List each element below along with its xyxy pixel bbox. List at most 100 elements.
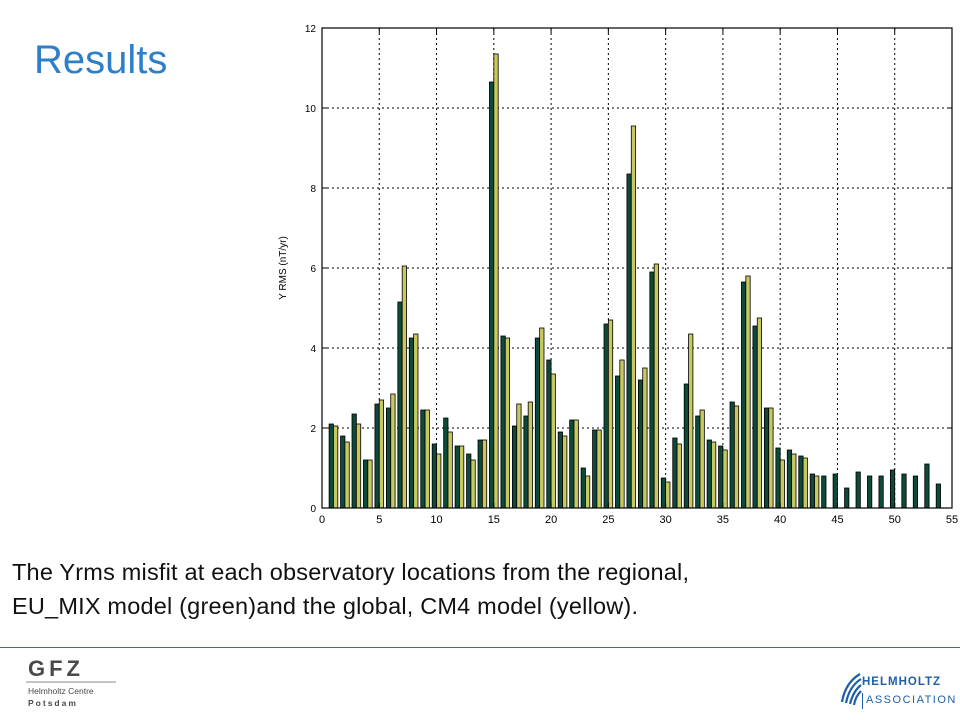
chart-bar [550,373,556,509]
chart-bar [489,81,495,509]
chart-bar [607,319,614,509]
gfz-logo-text: GFZ [28,656,84,681]
chart-bar [523,415,529,509]
chart-bar [585,475,591,509]
chart-bar [619,359,625,509]
chart-bar [676,443,682,509]
y-tick-label: 2 [310,424,316,435]
slide-title: Results [34,38,168,82]
chart-bar [443,417,449,509]
chart-bar [756,317,763,509]
x-tick-label: 0 [319,514,325,526]
x-tick-label: 20 [545,514,557,526]
chart-bar [385,407,392,509]
chart-bar [630,125,637,509]
helmholtz-wordmark: HELMHOLTZ [862,676,942,688]
chart-bar [683,383,689,509]
chart-bar [580,467,586,509]
slide-caption: The Yrms misfit at each observatory loca… [12,555,942,623]
chart-bar [745,275,751,509]
chart-bar [477,439,483,509]
chart-bar [539,327,545,509]
chart-bar [355,423,362,509]
x-tick-label: 45 [831,514,843,526]
chart-bar [431,443,437,509]
chart-bar [642,367,648,509]
caption-line-2: EU_MIX model (green)and the global, CM4 … [12,593,639,619]
x-tick-label: 35 [717,514,729,526]
chart-bar [511,425,518,509]
chart-bar [741,281,747,509]
chart-bar [699,409,705,509]
y-tick-label: 10 [305,104,317,115]
chart-bar [695,415,701,509]
y-tick-label: 6 [310,264,316,275]
chart-bar [367,459,373,509]
chart-bar [569,419,575,509]
chart-bar [649,271,655,509]
chart-bar [889,469,896,509]
chart-bar [665,481,671,509]
chart-bar [660,477,667,509]
x-tick-label: 55 [946,514,958,526]
chart-bar [935,483,941,509]
chart-bar [855,471,861,509]
y-tick-label: 4 [310,344,316,355]
chart-bar [775,447,781,509]
chart-bar [626,173,632,509]
x-tick-label: 25 [602,514,614,526]
chart-bar [562,435,568,509]
chart-bar [867,475,873,509]
bar-chart: 0 5 10 15 20 25 30 35 40 45 50 55 0 2 4 6 8 10 12 Y RMS (nT… [272,14,960,534]
chart-bar [397,301,403,509]
chart-bar [729,401,735,509]
chart-bar [447,431,453,509]
footer-rule [0,647,960,648]
chart-bar [786,449,793,509]
chart-bar [763,407,770,509]
gfz-sub-2: Potsdam [28,698,78,708]
helmholtz-association: ASSOCIATION [866,694,957,706]
chart-bar [637,379,644,509]
chart-bar [718,445,724,509]
chart-bar [420,409,426,509]
x-tick-label: 15 [488,514,500,526]
chart-bar [688,333,694,509]
x-tick-label: 50 [889,514,901,526]
gfz-sub-1: Helmholtz Centre [28,686,94,696]
chart-bar [912,475,919,509]
chart-bar [378,399,385,509]
helmholtz-divider [862,693,863,709]
chart-bar [534,337,541,509]
chart-bar [527,401,533,509]
chart-bar [768,407,774,509]
chart-bar [901,473,907,509]
chart-bar [814,475,820,509]
x-tick-label: 5 [376,514,382,526]
chart-svg: 0 5 10 15 20 25 30 35 40 45 50 55 0 2 4 6 8 10 12 Y RMS (nT… [278,24,958,526]
chart-bar [596,429,602,509]
chart-bar [454,445,460,509]
chart-bar [500,335,506,509]
chart-bar [413,333,419,509]
chart-bar [791,453,797,509]
chart-bar [333,425,339,509]
chart-bar [557,431,563,509]
chart-bar [481,439,488,509]
chart-bar [706,439,712,509]
chart-bar [328,423,334,509]
chart-bar [470,459,476,509]
chart-bar [878,475,884,509]
chart-bar [459,445,465,509]
chart-bar [390,393,396,509]
chart-bar [493,53,499,509]
chart-bar [408,337,415,509]
chart-bar [573,419,579,509]
chart-bar [466,453,472,509]
chart-bar [722,449,728,509]
chart-bar [844,487,850,509]
x-tick-label: 10 [430,514,442,526]
chart-bar [711,441,717,509]
chart-bar [592,429,598,509]
y-tick-label: 8 [310,184,316,195]
